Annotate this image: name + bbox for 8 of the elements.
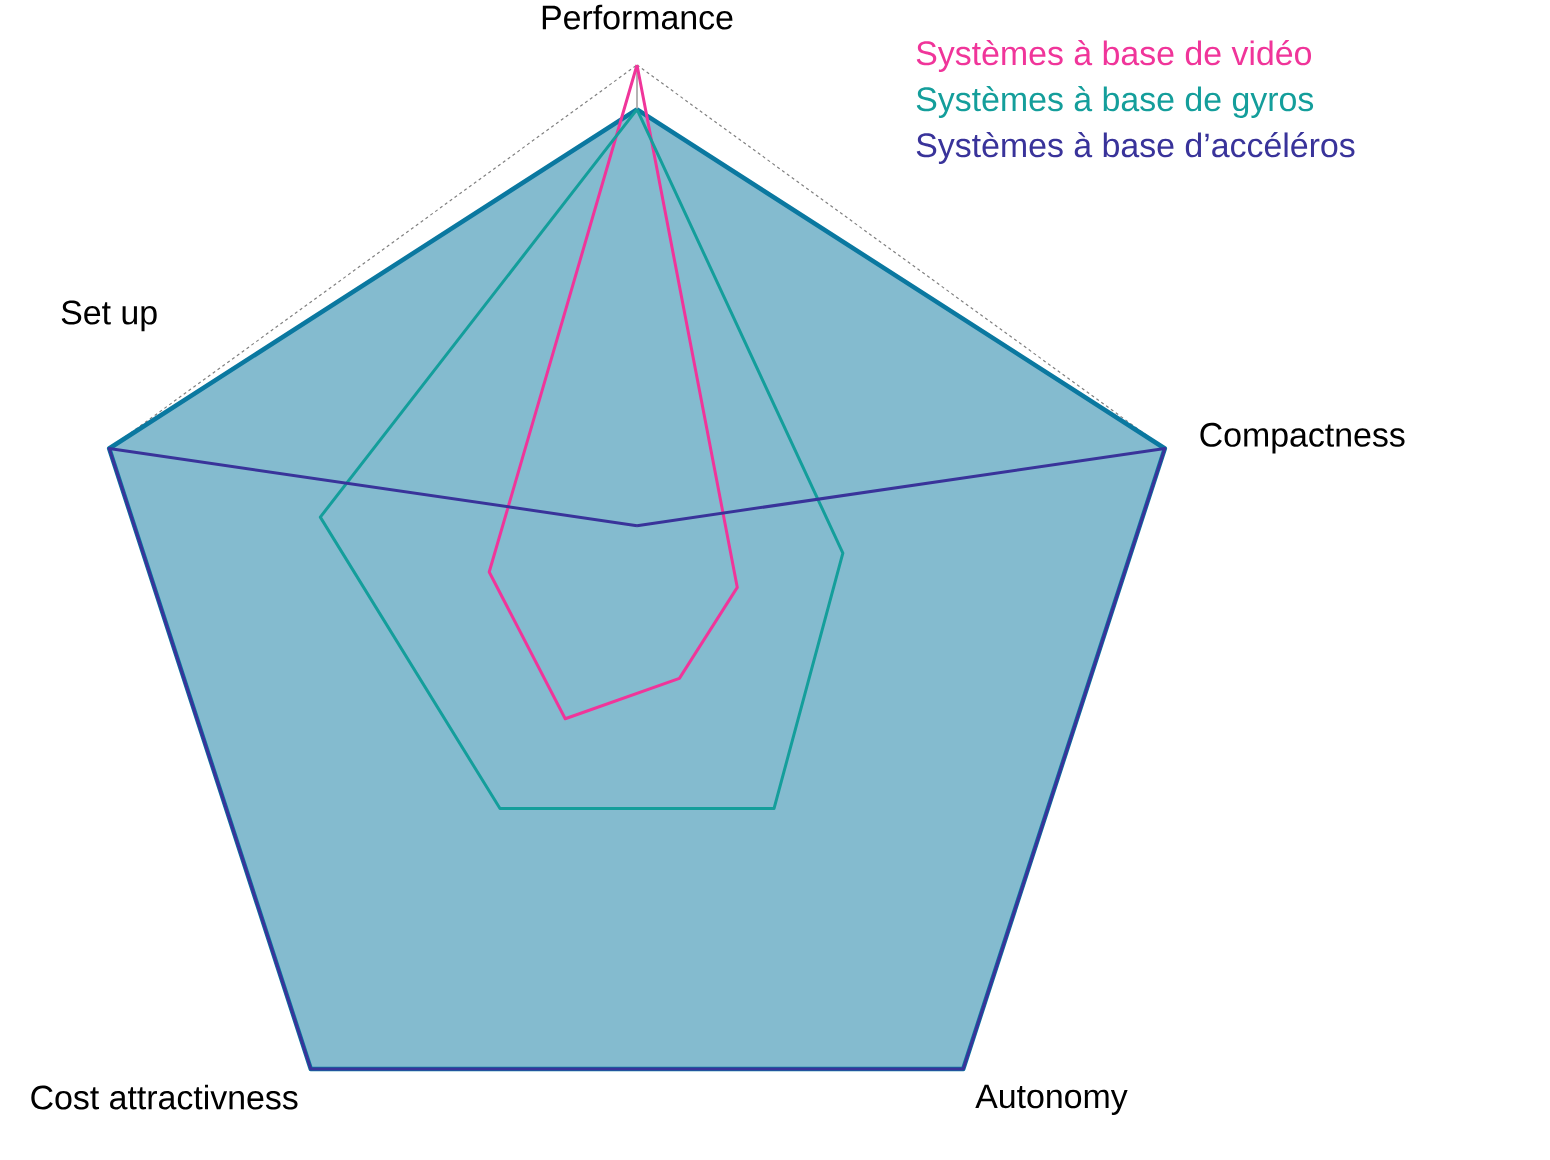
spoke-label: Autonomy [975,1084,1128,1116]
spoke-label: Compactness [1200,422,1405,454]
text: Systèmes à base d’accéléros [916,132,1355,165]
text: Systèmes à base de gyros [916,86,1314,119]
spoke-label: Performance [542,4,733,30]
spoke-label: Set up [61,300,157,332]
text: Systèmes à base de vidéo [916,40,1312,73]
spoke-label: Cost attractivness [31,1084,298,1110]
